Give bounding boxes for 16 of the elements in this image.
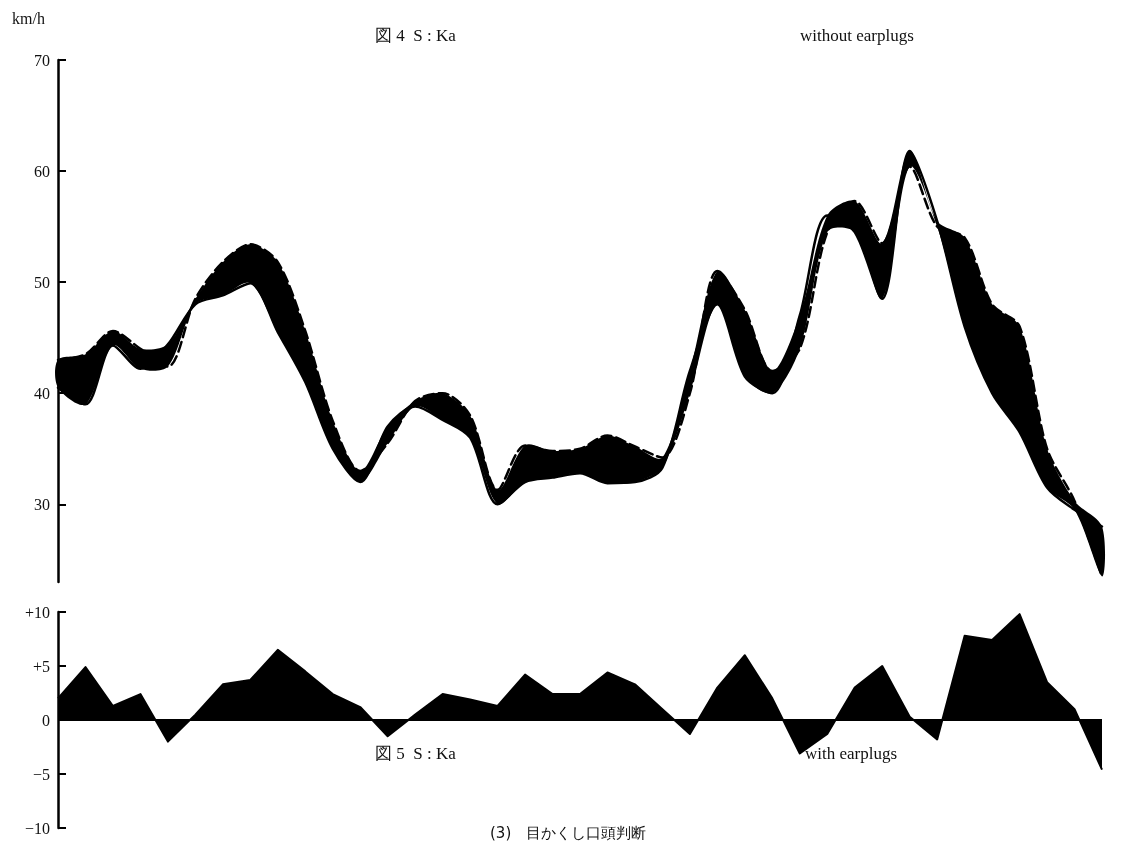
y-tick-label: 60 <box>34 162 50 180</box>
y-tick-label: 40 <box>34 384 50 402</box>
y-tick-label: 0 <box>42 711 50 729</box>
y-tick-label: 70 <box>34 51 50 69</box>
text: 図 5 S : Ka <box>375 744 457 763</box>
y-tick-label: +10 <box>24 603 50 621</box>
y-tick-label: +5 <box>32 657 50 675</box>
chart-subtitle: without earplugs <box>800 26 914 45</box>
y-tick-label: −10 <box>24 819 50 837</box>
y-tick-label: 30 <box>34 495 50 513</box>
y-axis-title: km/h <box>12 9 45 27</box>
y-tick-label: −5 <box>32 765 50 783</box>
chart-title: 図 4 S : Ka <box>375 26 457 45</box>
text: with earplugs <box>805 744 898 763</box>
annotation: (3) 目かくし口頭判断 <box>490 823 647 842</box>
y-tick-label: 50 <box>34 273 50 291</box>
